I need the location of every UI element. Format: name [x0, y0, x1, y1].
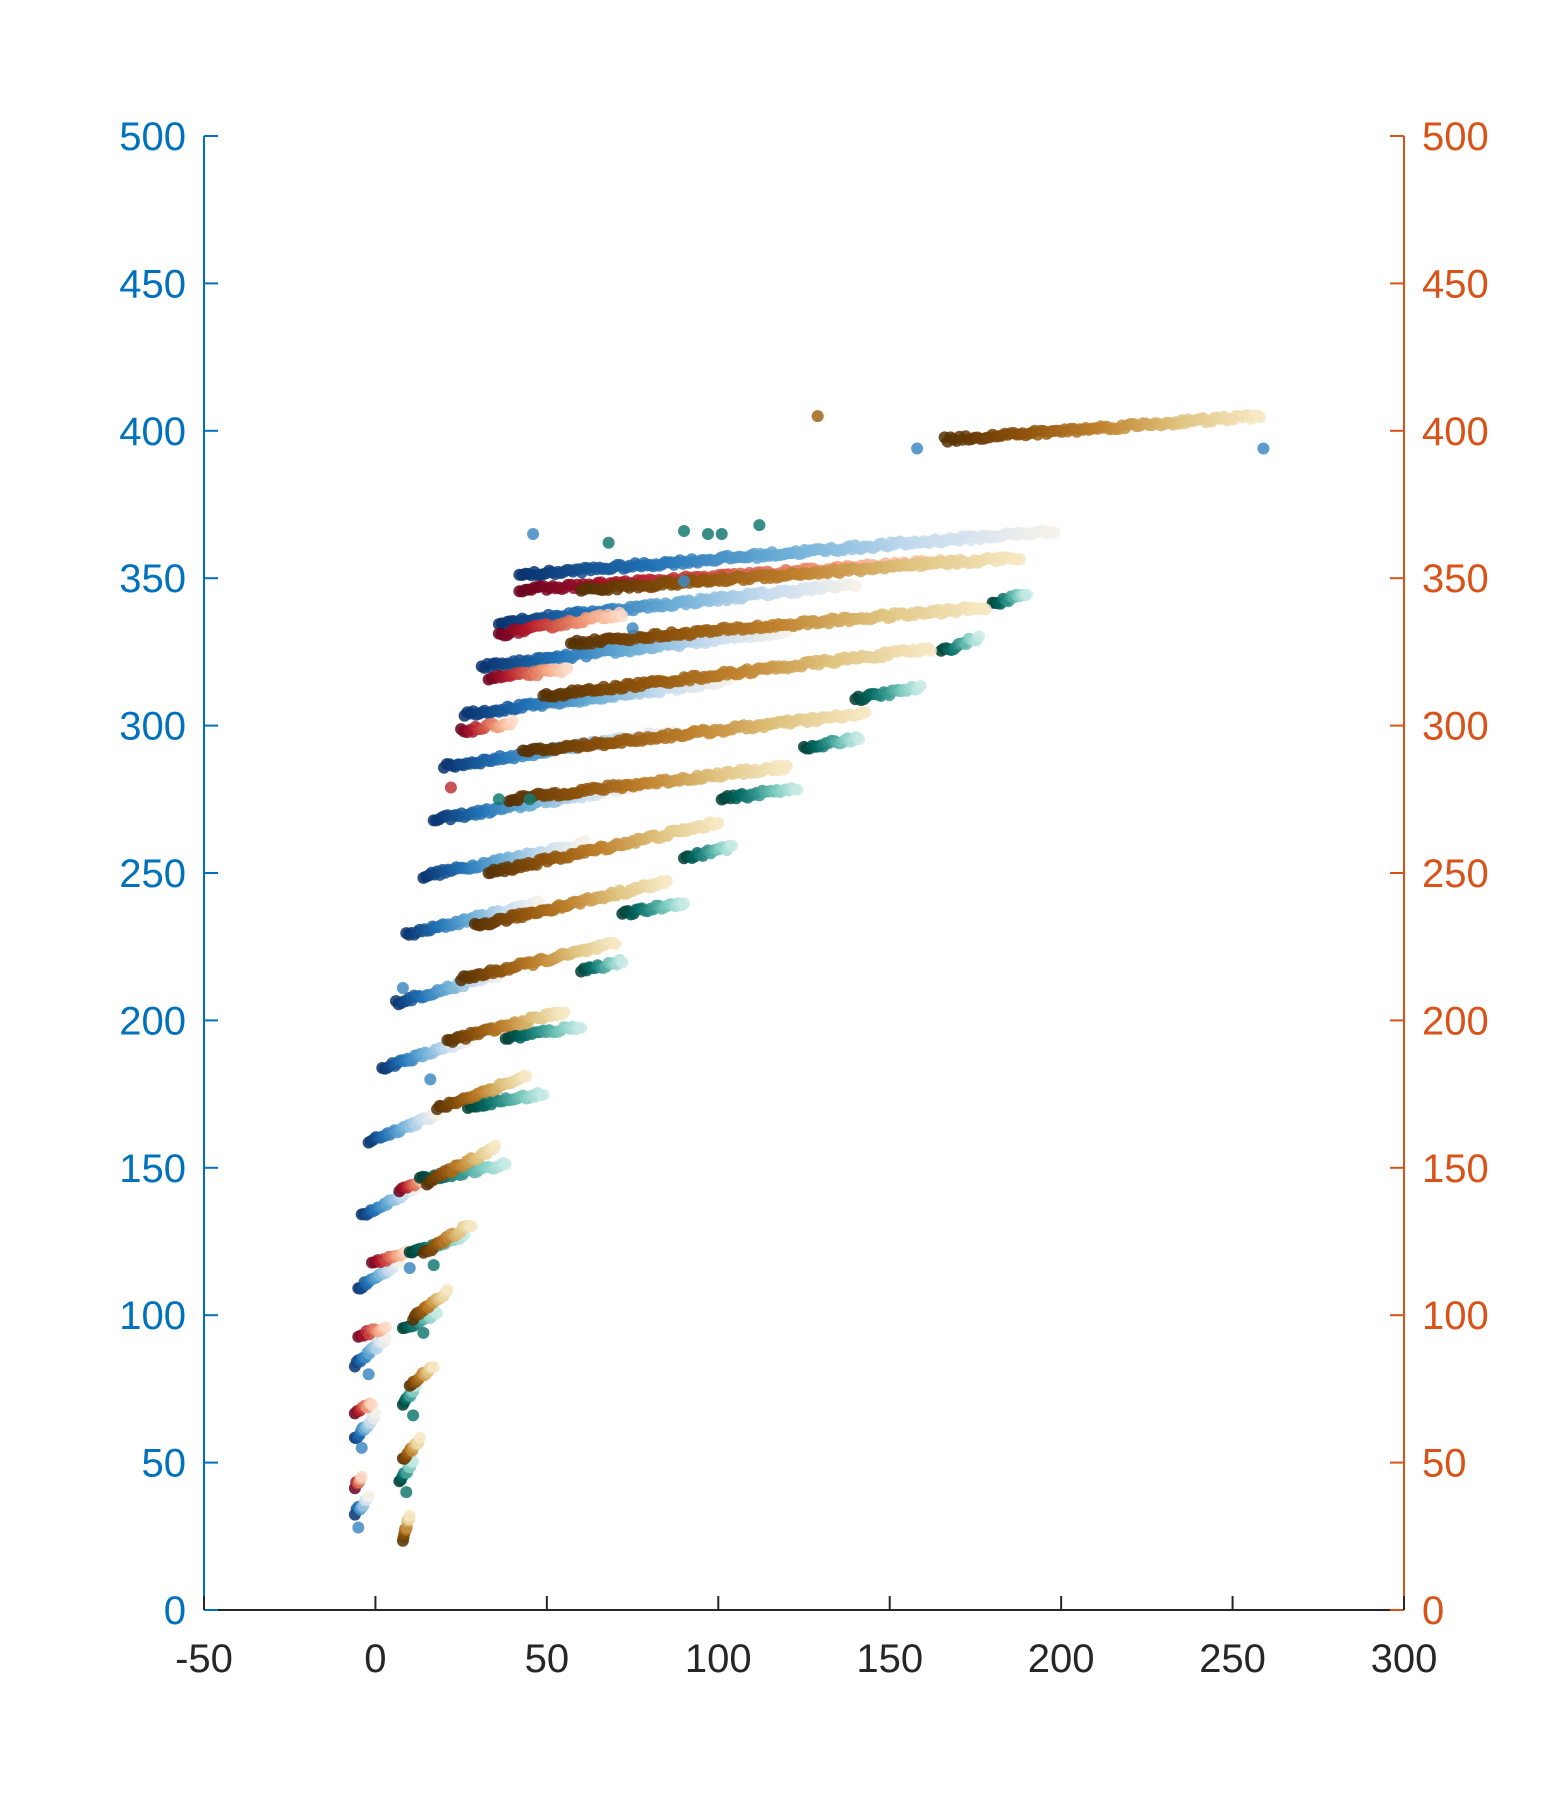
x-tick-label: 200: [1028, 1637, 1095, 1681]
data-point: [537, 1088, 550, 1101]
data-point: [1254, 411, 1266, 424]
data-point: [414, 1431, 426, 1444]
data-point: [403, 1262, 416, 1274]
y-tick-label-left: 350: [119, 557, 186, 601]
y-tick-label-right: 500: [1422, 115, 1489, 159]
data-point: [924, 644, 937, 657]
data-point: [626, 622, 639, 635]
data-point: [678, 897, 690, 910]
data-point: [427, 1259, 440, 1272]
data-point: [407, 1409, 420, 1422]
x-tick-label: -50: [175, 1637, 233, 1681]
data-point: [561, 662, 574, 675]
data-point: [403, 1509, 416, 1522]
data-point: [527, 528, 540, 540]
y-tick-label-left: 450: [119, 262, 186, 306]
data-point: [616, 956, 629, 969]
data-point: [520, 1070, 533, 1083]
x-tick-label: 150: [856, 1637, 923, 1681]
data-point: [362, 1490, 375, 1502]
data-point: [602, 536, 615, 549]
data-point: [352, 1521, 365, 1534]
x-tick-label: 300: [1371, 1637, 1438, 1681]
data-point: [1257, 442, 1270, 455]
data-point: [712, 816, 725, 829]
data-point: [489, 1139, 502, 1152]
data-points: [348, 408, 1270, 1547]
y-tick-label-right: 450: [1422, 262, 1489, 306]
data-point: [753, 519, 766, 532]
data-point: [972, 630, 985, 643]
data-point: [859, 706, 872, 719]
data-point: [791, 783, 804, 796]
y-tick-label-right: 50: [1422, 1442, 1467, 1486]
data-point: [780, 759, 793, 772]
data-point: [678, 575, 690, 588]
data-point: [444, 781, 457, 794]
data-point: [1020, 588, 1033, 601]
y-tick-label-left: 250: [119, 852, 186, 896]
data-point: [366, 1398, 378, 1411]
y-tick-label-left: 200: [119, 999, 186, 1043]
data-point: [417, 1326, 430, 1339]
axes: 0501001502002503003504004505000501001502…: [119, 115, 1489, 1681]
data-point: [523, 793, 536, 806]
y-tick-label-left: 50: [142, 1442, 187, 1486]
data-point: [811, 410, 824, 423]
data-point: [616, 609, 629, 622]
y-tick-label-right: 350: [1422, 557, 1489, 601]
y-tick-label-left: 300: [119, 705, 186, 749]
y-tick-label-left: 400: [119, 410, 186, 454]
data-point: [1048, 526, 1061, 539]
data-point: [355, 1470, 368, 1483]
data-point: [362, 1368, 375, 1381]
data-point: [660, 875, 673, 887]
data-point: [852, 733, 865, 746]
y-tick-label-right: 300: [1422, 705, 1489, 749]
data-point: [431, 1307, 444, 1320]
data-point: [424, 1073, 437, 1086]
data-point: [441, 1283, 454, 1296]
y-tick-label-right: 250: [1422, 852, 1489, 896]
data-point: [726, 839, 738, 852]
data-point: [396, 982, 409, 994]
series-brown: [396, 408, 1266, 1547]
y-tick-label-left: 100: [119, 1294, 186, 1338]
y-tick-label-right: 150: [1422, 1147, 1489, 1191]
x-tick-label: 250: [1199, 1637, 1266, 1681]
data-point: [355, 1441, 368, 1454]
data-point: [575, 1022, 588, 1034]
data-point: [678, 525, 690, 537]
y-tick-label-right: 0: [1422, 1589, 1444, 1633]
data-point: [914, 679, 927, 692]
x-tick-label: 0: [364, 1637, 386, 1681]
data-point: [506, 714, 519, 727]
data-point: [702, 528, 714, 540]
data-point: [400, 1486, 413, 1499]
data-point: [499, 1158, 512, 1171]
y-tick-label-left: 0: [164, 1589, 186, 1633]
y-tick-label-left: 150: [119, 1147, 186, 1191]
x-tick-label: 50: [525, 1637, 570, 1681]
data-point: [465, 1220, 478, 1233]
outlier-points: [352, 410, 1270, 1534]
data-point: [849, 580, 862, 593]
data-point: [492, 793, 505, 806]
y-tick-label-right: 100: [1422, 1294, 1489, 1338]
data-point: [609, 938, 622, 950]
y-tick-label-right: 400: [1422, 410, 1489, 454]
data-point: [715, 528, 728, 540]
x-tick-label: 100: [685, 1637, 752, 1681]
data-point: [558, 1006, 570, 1019]
y-tick-label-left: 500: [119, 115, 186, 159]
data-point: [379, 1321, 392, 1334]
data-point: [911, 442, 924, 455]
data-point: [979, 603, 992, 616]
y-tick-label-right: 200: [1422, 999, 1489, 1043]
data-point: [1014, 553, 1026, 566]
data-point: [427, 1361, 440, 1374]
